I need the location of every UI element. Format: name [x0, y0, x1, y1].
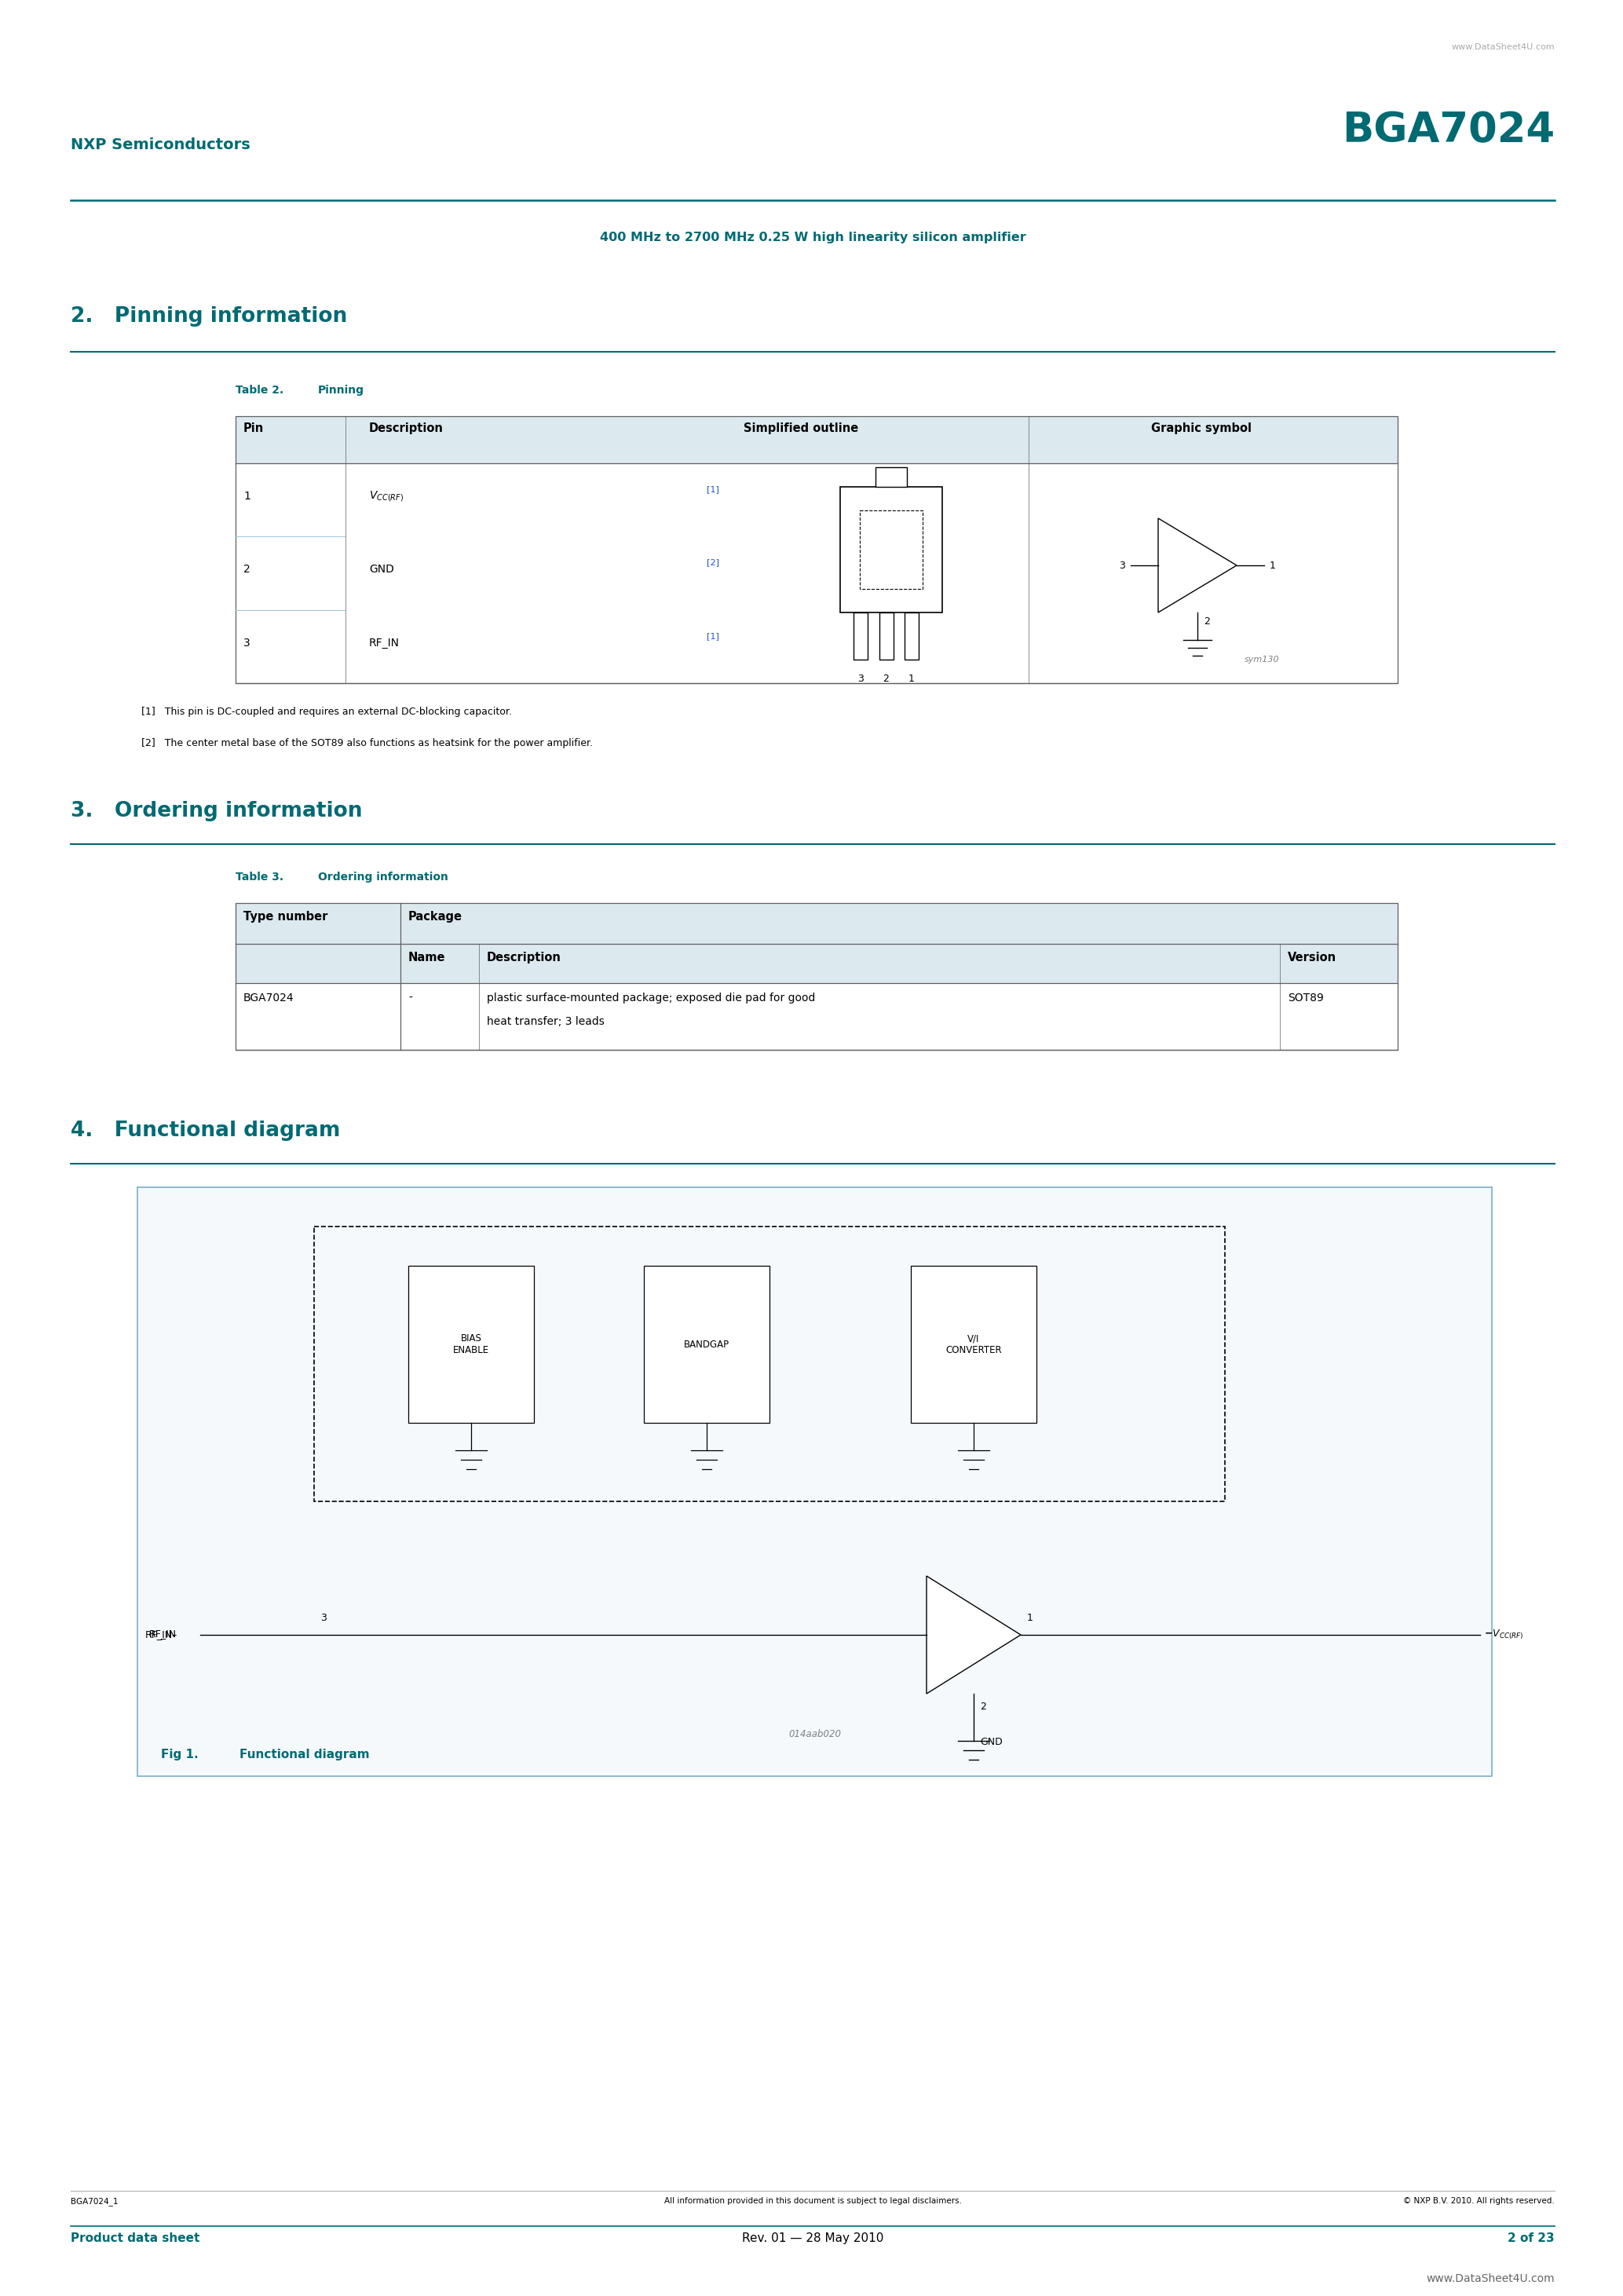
Text: Table 3.: Table 3. [235, 872, 284, 882]
Text: SOT89: SOT89 [1287, 992, 1324, 1003]
Bar [138, 1187, 1492, 1777]
Text: 3.   Ordering information: 3. Ordering information [71, 801, 362, 822]
Text: [2]: [2] [706, 558, 719, 567]
Bar [235, 902, 1397, 1049]
Text: 3: 3 [320, 1612, 326, 1623]
Text: BANDGAP: BANDGAP [683, 1339, 729, 1350]
Text: sym130: sym130 [1245, 657, 1279, 664]
Text: Functional diagram: Functional diagram [240, 1750, 370, 1761]
Text: Simplified outline: Simplified outline [743, 422, 859, 434]
Text: Ordering information: Ordering information [318, 872, 448, 882]
Text: 2: 2 [243, 565, 250, 574]
Bar [841, 487, 943, 613]
Text: Product data sheet: Product data sheet [71, 2232, 200, 2243]
Text: Rev. 01 — 28 May 2010: Rev. 01 — 28 May 2010 [742, 2232, 883, 2243]
Bar [644, 1265, 769, 1424]
Text: $\mathbf{-}V_{CC(RF)}$: $\mathbf{-}V_{CC(RF)}$ [1483, 1628, 1524, 1642]
Text: Version: Version [1287, 953, 1336, 964]
Text: Name: Name [409, 953, 446, 964]
Text: All information provided in this document is subject to legal disclaimers.: All information provided in this documen… [664, 2197, 961, 2204]
Text: GND: GND [368, 565, 394, 574]
Text: [2]   The center metal base of the SOT89 also functions as heatsink for the powe: [2] The center metal base of the SOT89 a… [141, 737, 592, 748]
Text: www.DataSheet4U.com: www.DataSheet4U.com [1427, 2273, 1555, 2285]
Polygon shape [927, 1575, 1021, 1694]
Bar [235, 944, 1397, 983]
Text: © NXP B.V. 2010. All rights reserved.: © NXP B.V. 2010. All rights reserved. [1404, 2197, 1555, 2204]
Text: [1]: [1] [706, 484, 719, 494]
Text: BGA7024_1: BGA7024_1 [71, 2197, 118, 2206]
Text: 3: 3 [1118, 560, 1125, 569]
Text: Type number: Type number [243, 912, 328, 923]
Bar [880, 613, 893, 659]
Text: www.DataSheet4U.com: www.DataSheet4U.com [1451, 44, 1555, 51]
Bar [315, 1226, 1225, 1502]
Text: Description: Description [368, 422, 443, 434]
Text: Description: Description [487, 953, 562, 964]
Text: RF_IN–: RF_IN– [146, 1630, 179, 1639]
Text: 2.   Pinning information: 2. Pinning information [71, 305, 347, 326]
Text: 400 MHz to 2700 MHz 0.25 W high linearity silicon amplifier: 400 MHz to 2700 MHz 0.25 W high linearit… [599, 232, 1026, 243]
Bar [235, 416, 1397, 464]
Bar [854, 613, 868, 659]
Text: Fig 1.: Fig 1. [161, 1750, 198, 1761]
Bar [911, 1265, 1037, 1424]
Text: BGA7024: BGA7024 [1342, 110, 1555, 152]
Text: 014aab020: 014aab020 [789, 1729, 841, 1740]
Bar [409, 1265, 534, 1424]
Text: V/I
CONVERTER: V/I CONVERTER [946, 1334, 1001, 1355]
Text: 3: 3 [857, 673, 863, 684]
Text: RF_IN: RF_IN [149, 1628, 177, 1639]
Text: NXP Semiconductors: NXP Semiconductors [71, 138, 250, 152]
Text: RF_IN: RF_IN [368, 638, 399, 647]
Bar [860, 510, 922, 588]
Text: Pin: Pin [243, 422, 265, 434]
Text: 3: 3 [243, 638, 250, 647]
Text: 2: 2 [883, 673, 889, 684]
Text: 4.   Functional diagram: 4. Functional diagram [71, 1120, 341, 1141]
Text: Table 2.: Table 2. [235, 386, 284, 395]
Text: 1: 1 [1269, 560, 1276, 569]
Text: heat transfer; 3 leads: heat transfer; 3 leads [487, 1017, 604, 1026]
Text: BGA7024: BGA7024 [243, 992, 294, 1003]
Text: Graphic symbol: Graphic symbol [1151, 422, 1251, 434]
Text: plastic surface-mounted package; exposed die pad for good: plastic surface-mounted package; exposed… [487, 992, 815, 1003]
Text: [1]   This pin is DC-coupled and requires an external DC-blocking capacitor.: [1] This pin is DC-coupled and requires … [141, 707, 511, 716]
Text: GND: GND [980, 1736, 1003, 1747]
Bar [235, 902, 1397, 944]
Text: -: - [409, 992, 412, 1003]
Bar [875, 466, 907, 487]
Text: 1: 1 [1027, 1612, 1034, 1623]
Text: 1: 1 [243, 491, 250, 503]
Text: Package: Package [409, 912, 463, 923]
Text: 2: 2 [1204, 615, 1209, 627]
Text: 1: 1 [909, 673, 915, 684]
Text: [1]: [1] [706, 631, 719, 641]
Text: $V_{CC(RF)}$: $V_{CC(RF)}$ [368, 489, 404, 503]
Text: 2 of 23: 2 of 23 [1508, 2232, 1555, 2243]
Bar [904, 613, 919, 659]
Text: 2: 2 [980, 1701, 987, 1713]
Text: BIAS
ENABLE: BIAS ENABLE [453, 1334, 489, 1355]
Text: Pinning: Pinning [318, 386, 364, 395]
Bar [235, 416, 1397, 684]
